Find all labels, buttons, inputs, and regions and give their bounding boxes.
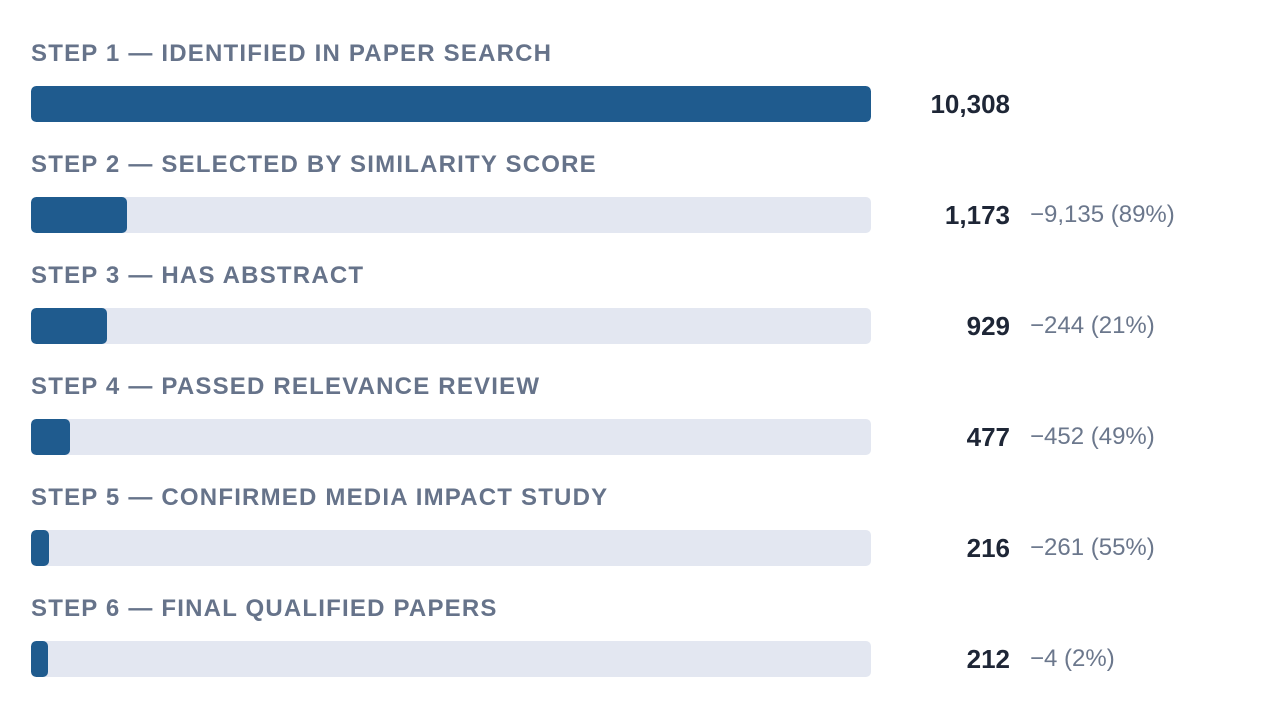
step-delta: −452 (49%) (1030, 423, 1155, 450)
step-count: 1,173 (944, 200, 1010, 230)
bar-fill (31, 419, 70, 455)
bar-fill (31, 308, 107, 344)
step-label: STEP 2 — SELECTED BY SIMILARITY SCORE (31, 151, 597, 178)
step-label: STEP 3 — HAS ABSTRACT (31, 262, 365, 289)
bar-fill (31, 530, 49, 566)
step-count: 10,308 (930, 89, 1010, 119)
step-label: STEP 4 — PASSED RELEVANCE REVIEW (31, 373, 541, 400)
bar-track (31, 197, 871, 233)
bar-fill (31, 86, 871, 122)
bar-track (31, 530, 871, 566)
bar-track (31, 308, 871, 344)
bar-track (31, 641, 871, 677)
step-delta: −261 (55%) (1030, 534, 1155, 561)
step-count: 212 (966, 644, 1010, 674)
bar-track (31, 419, 871, 455)
step-label: STEP 1 — IDENTIFIED IN PAPER SEARCH (31, 40, 553, 67)
step-label: STEP 6 — FINAL QUALIFIED PAPERS (31, 595, 498, 622)
step-delta: −4 (2%) (1030, 645, 1115, 672)
step-count: 929 (966, 311, 1010, 341)
bar-track (31, 86, 871, 122)
step-delta: −9,135 (89%) (1030, 201, 1175, 228)
step-count: 216 (966, 533, 1010, 563)
bar-fill (31, 641, 48, 677)
bar-fill (31, 197, 127, 233)
step-count: 477 (966, 422, 1010, 452)
step-delta: −244 (21%) (1030, 312, 1155, 339)
step-label: STEP 5 — CONFIRMED MEDIA IMPACT STUDY (31, 484, 609, 511)
